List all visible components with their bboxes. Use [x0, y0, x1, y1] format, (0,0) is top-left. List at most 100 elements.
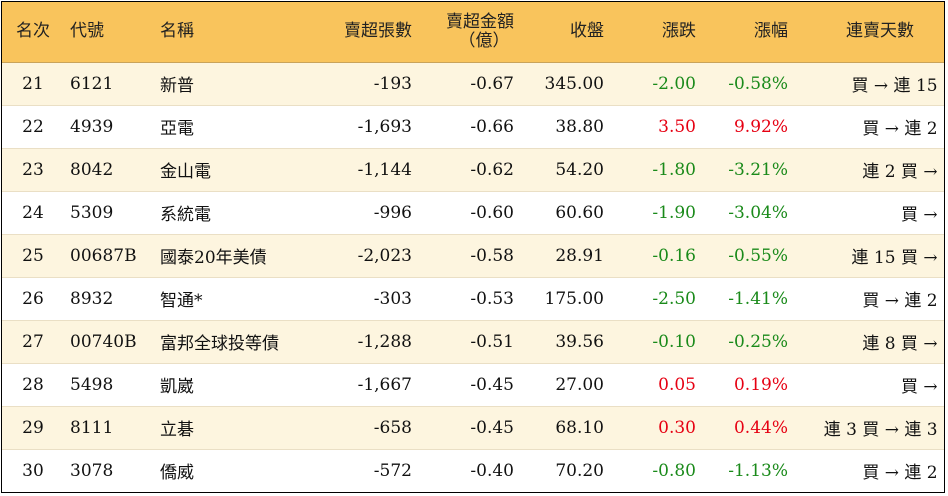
- cell-consecutive: 買 → 賣: [900, 377, 944, 397]
- cell-change-pct: -0.58%: [728, 73, 788, 94]
- cell-close: 60.60: [555, 202, 604, 223]
- cell-consecutive: 買 → 連 2 賣: [862, 119, 944, 139]
- cell-rank: 30: [22, 460, 44, 481]
- cell-consecutive: 買 → 連 2 賣: [862, 463, 944, 484]
- cell-code: 6121: [70, 73, 114, 94]
- cell-code: 4939: [70, 116, 114, 137]
- cell-sell-volume: -1,693: [357, 116, 412, 137]
- cell-code: 8932: [70, 288, 114, 309]
- header-sell-amount-line2: （億）: [458, 30, 510, 51]
- cell-consecutive: 連 8 買 → 賣: [862, 334, 944, 354]
- cell-close: 39.56: [555, 331, 604, 352]
- table-body: 21 6121 新普 -193 -0.67 345.00 -2.00 -0.58% 買 → 連 …: [2, 62, 945, 492]
- cell-change: 0.05: [658, 374, 696, 395]
- table-row[interactable]: 21 6121 新普 -193 -0.67 345.00 -2.00 -0.58% 買 → 連 …: [2, 62, 945, 105]
- cell-consecutive: 連 15 買 → 賣: [851, 248, 945, 268]
- cell-rank: 27: [22, 331, 44, 352]
- cell-code: 00687B: [70, 245, 137, 266]
- cell-sell-amount: -0.58: [470, 245, 514, 266]
- cell-code: 8042: [70, 159, 114, 180]
- cell-sell-amount: -0.40: [470, 460, 514, 481]
- cell-sell-amount: -0.66: [470, 116, 514, 137]
- table-row[interactable]: 22 4939 亞電 -1,693 -0.66 38.80 3.50 9.92% 買 → 連 2…: [2, 105, 944, 148]
- cell-sell-volume: -658: [373, 417, 412, 438]
- cell-rank: 29: [22, 417, 44, 438]
- cell-change: 3.50: [658, 116, 696, 137]
- header-sell-amount-line1: 賣超金額: [446, 11, 514, 32]
- cell-change-pct: -3.21%: [728, 159, 788, 180]
- cell-close: 345.00: [544, 73, 604, 94]
- table-row[interactable]: 30 3078 僑威 -572 -0.40 70.20 -0.80 -1.13% 買 → 連 2…: [2, 449, 944, 492]
- cell-rank: 28: [22, 374, 44, 395]
- cell-consecutive: 連 3 買 → 連 3 賣: [823, 420, 944, 440]
- cell-close: 175.00: [544, 288, 604, 309]
- cell-close: 54.20: [555, 159, 604, 180]
- cell-sell-amount: -0.67: [470, 73, 514, 94]
- cell-change: -0.10: [652, 331, 696, 352]
- cell-code: 8111: [70, 417, 114, 438]
- cell-name: 金山電: [160, 162, 211, 182]
- cell-close: 27.00: [555, 374, 604, 395]
- header-rank: 名次: [16, 21, 50, 42]
- cell-code: 5309: [70, 202, 114, 223]
- cell-sell-amount: -0.45: [470, 374, 514, 395]
- table-row[interactable]: 26 8932 智通* -303 -0.53 175.00 -2.50 -1.41% 買 → 連…: [2, 277, 944, 320]
- cell-change: -2.50: [652, 288, 696, 309]
- cell-rank: 21: [22, 73, 44, 94]
- cell-rank: 25: [22, 245, 44, 266]
- cell-sell-volume: -193: [373, 73, 412, 94]
- table-row[interactable]: 29 8111 立碁 -658 -0.45 68.10 0.30 0.44% 連 3 買 → 連…: [2, 406, 944, 449]
- cell-change: -1.90: [652, 202, 696, 223]
- cell-sell-amount: -0.62: [470, 159, 514, 180]
- cell-name: 立碁: [160, 420, 194, 440]
- header-change: 漲跌: [662, 21, 696, 42]
- table-header-row: 名次 代號 名稱 賣超張數 賣超金額 （億） 收盤 漲跌 漲幅 連賣天數: [2, 2, 944, 62]
- cell-change-pct: -0.25%: [728, 331, 788, 352]
- header-sell-volume: 賣超張數: [344, 21, 412, 42]
- cell-consecutive: 買 → 連 2 賣: [862, 291, 944, 311]
- cell-sell-volume: -996: [373, 202, 412, 223]
- cell-sell-amount: -0.60: [470, 202, 514, 223]
- cell-sell-amount: -0.51: [470, 331, 514, 352]
- cell-close: 38.80: [555, 116, 604, 137]
- cell-code: 5498: [70, 374, 114, 395]
- table-row[interactable]: 27 00740B 富邦全球投等債 -1,288 -0.51 39.56 -0.10 -0.2…: [2, 320, 944, 363]
- header-consecutive: 連賣天數: [846, 21, 914, 42]
- cell-name: 系統電: [160, 205, 211, 225]
- cell-sell-amount: -0.45: [470, 417, 514, 438]
- header-name: 名稱: [160, 21, 194, 42]
- cell-name: 凱崴: [160, 377, 194, 397]
- cell-sell-volume: -303: [373, 288, 412, 309]
- cell-change: -2.00: [652, 73, 696, 94]
- cell-rank: 26: [22, 288, 44, 309]
- cell-rank: 24: [22, 202, 44, 223]
- header-code: 代號: [70, 21, 104, 42]
- cell-sell-volume: -1,144: [357, 159, 412, 180]
- cell-change-pct: -0.55%: [728, 245, 788, 266]
- cell-change-pct: -3.04%: [728, 202, 788, 223]
- cell-sell-amount: -0.53: [470, 288, 514, 309]
- header-close: 收盤: [570, 21, 604, 42]
- cell-change-pct: -1.41%: [728, 288, 788, 309]
- cell-sell-volume: -2,023: [357, 245, 412, 266]
- cell-rank: 22: [22, 116, 44, 137]
- cell-close: 70.20: [555, 460, 604, 481]
- cell-consecutive: 買 → 連 15 賣: [851, 76, 945, 96]
- cell-code: 00740B: [70, 331, 137, 352]
- table-row[interactable]: 25 00687B 國泰20年美債 -2,023 -0.58 28.91 -0.16 -0.5…: [2, 234, 945, 277]
- table-row[interactable]: 24 5309 系統電 -996 -0.60 60.60 -1.90 -3.04% 買 → 賣: [2, 191, 944, 234]
- header-change-pct: 漲幅: [754, 21, 788, 42]
- cell-name: 新普: [160, 76, 194, 96]
- cell-code: 3078: [70, 460, 114, 481]
- cell-change-pct: -1.13%: [728, 460, 788, 481]
- table-row[interactable]: 23 8042 金山電 -1,144 -0.62 54.20 -1.80 -3.21% 連 2 …: [2, 148, 944, 191]
- cell-consecutive: 買 → 賣: [900, 205, 944, 225]
- cell-sell-volume: -572: [373, 460, 412, 481]
- table-row[interactable]: 28 5498 凱崴 -1,667 -0.45 27.00 0.05 0.19% 買 → 賣: [2, 363, 944, 406]
- cell-name: 亞電: [160, 119, 194, 139]
- cell-rank: 23: [22, 159, 44, 180]
- cell-consecutive: 連 2 買 → 賣: [862, 162, 944, 182]
- cell-close: 68.10: [555, 417, 604, 438]
